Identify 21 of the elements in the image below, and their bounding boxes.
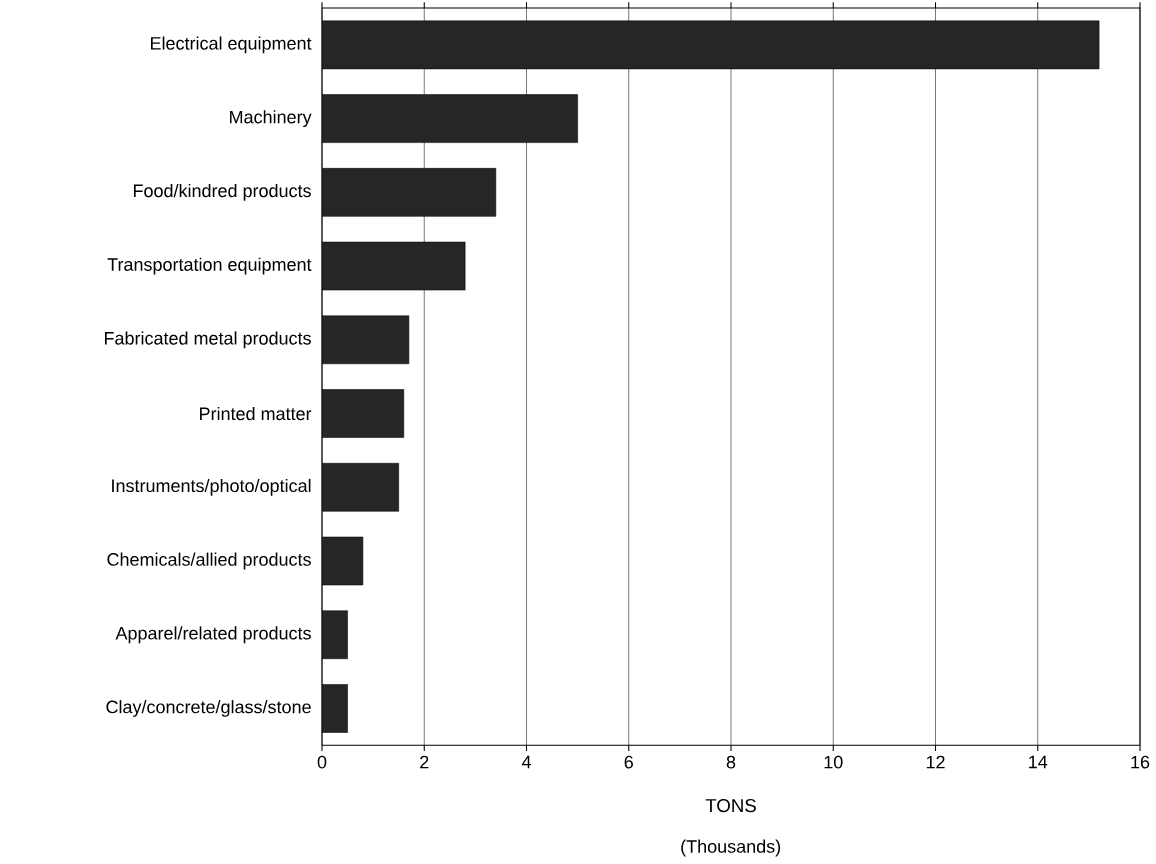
y-tick-label: Fabricated metal products (104, 331, 311, 349)
y-tick-label: Apparel/related products (115, 626, 311, 644)
y-tick-label: Clay/concrete/glass/stone (106, 700, 311, 717)
text: (Thousands) (681, 839, 781, 857)
y-tick-label: Printed matter (200, 406, 312, 421)
x-tick-label: 6 (624, 755, 633, 769)
y-tick-label: Machinery (230, 110, 312, 128)
x-axis-title: TONS (705, 798, 756, 813)
x-tick-label: 14 (1029, 755, 1048, 769)
x-tick-label: 8 (726, 755, 736, 769)
y-tick-label: Food/kindred products (133, 183, 311, 201)
y-tick-label: Transportation equipment (107, 257, 312, 275)
x-tick-label: 10 (824, 755, 843, 769)
x-tick-label: 16 (1131, 755, 1150, 769)
x-tick-label: 0 (317, 755, 327, 769)
y-tick-label: Instruments/photo/optical (112, 478, 311, 496)
x-tick-label: 2 (420, 755, 429, 769)
y-tick-label: Chemicals/allied products (107, 552, 311, 570)
y-tick-label: Electrical equipment (151, 36, 312, 54)
x-tick-label: 4 (521, 755, 531, 769)
x-tick-label: 12 (926, 755, 945, 769)
